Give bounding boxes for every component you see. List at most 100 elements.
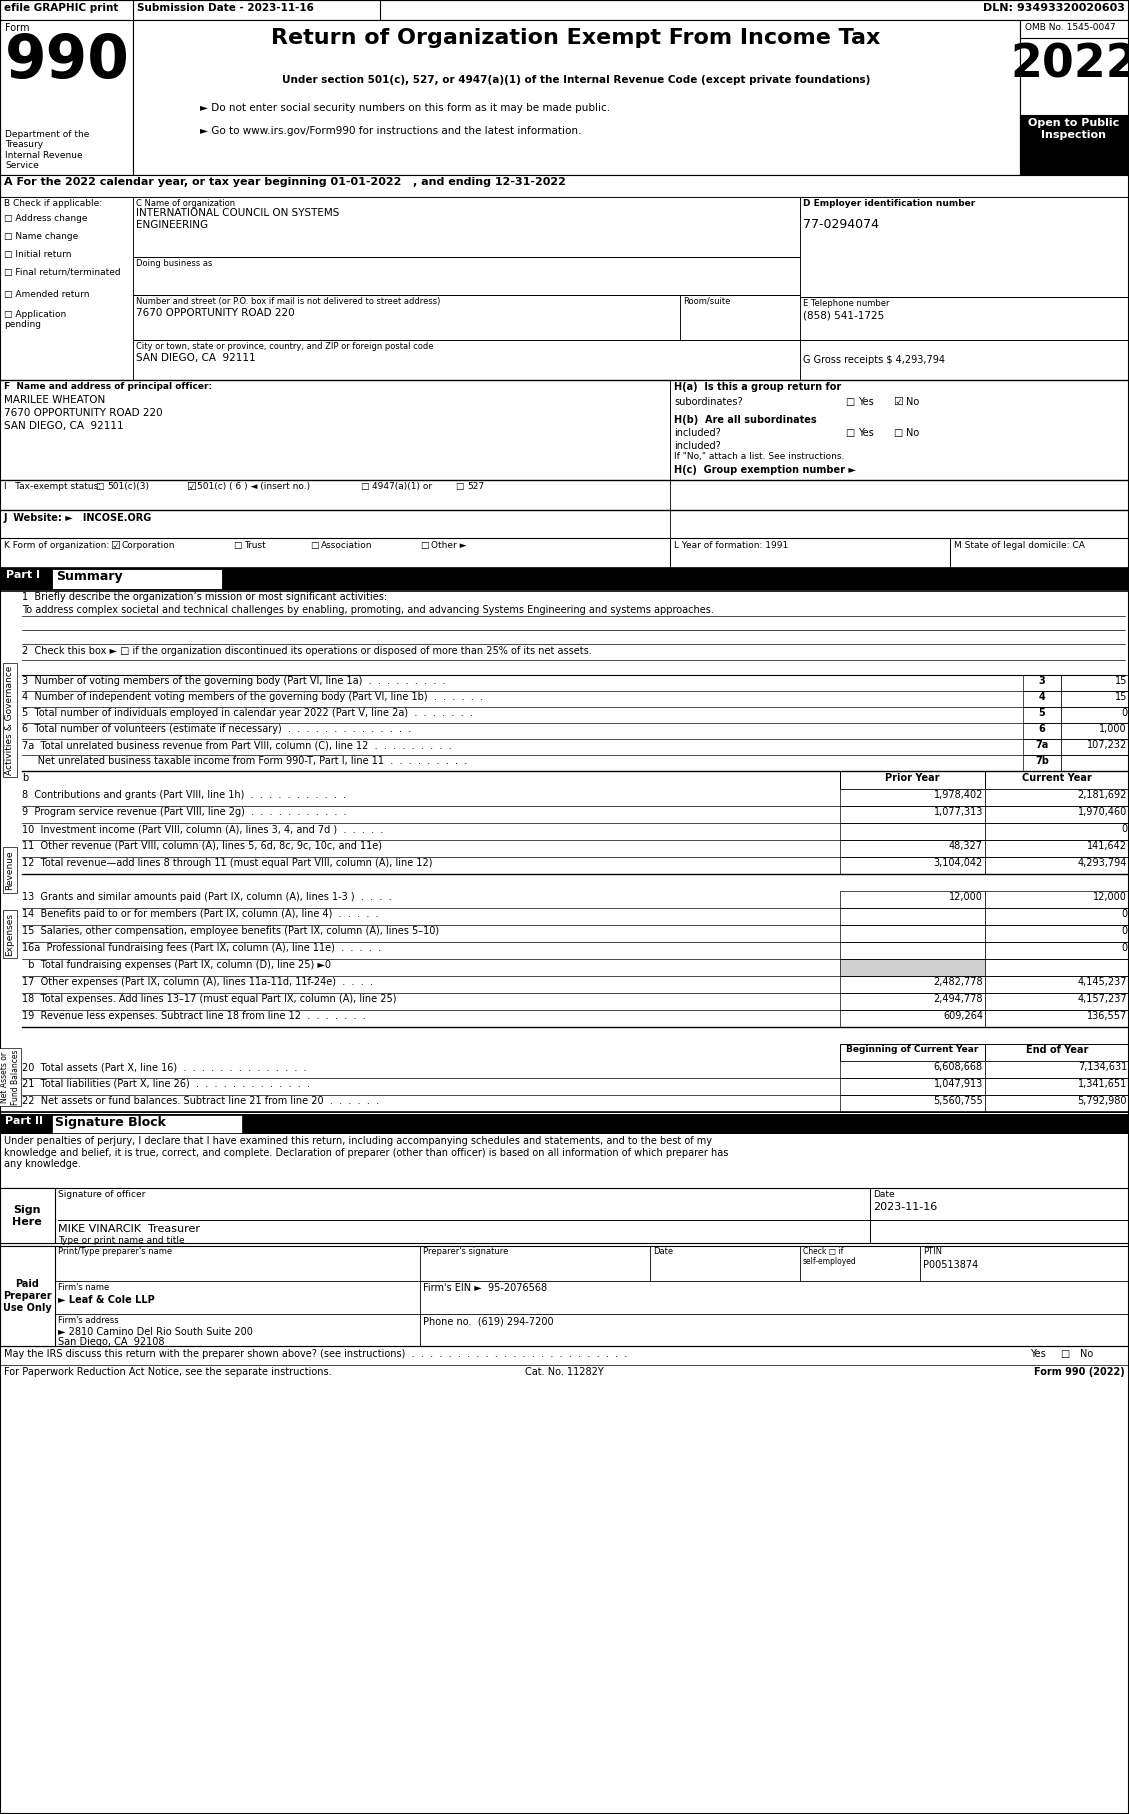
Text: 141,642: 141,642 <box>1087 842 1127 851</box>
Text: Return of Organization Exempt From Income Tax: Return of Organization Exempt From Incom… <box>271 27 881 47</box>
Bar <box>1061 675 1129 691</box>
Bar <box>0 1188 1129 1243</box>
Bar <box>0 1246 55 1346</box>
Text: Firm's name: Firm's name <box>58 1282 110 1292</box>
Text: 4,293,794: 4,293,794 <box>1077 858 1127 869</box>
Bar <box>984 1045 1129 1061</box>
Text: SAN DIEGO, CA  92111: SAN DIEGO, CA 92111 <box>135 354 255 363</box>
Text: ► Go to www.irs.gov/Form990 for instructions and the latest information.: ► Go to www.irs.gov/Form990 for instruct… <box>200 125 581 136</box>
Bar <box>1019 114 1129 174</box>
Text: □: □ <box>455 483 464 492</box>
Text: 19  Revenue less expenses. Subtract line 18 from line 12  .  .  .  .  .  .  .: 19 Revenue less expenses. Subtract line … <box>21 1010 366 1021</box>
Text: 2,482,778: 2,482,778 <box>934 978 983 987</box>
Text: 21  Total liabilities (Part X, line 26)  .  .  .  .  .  .  .  .  .  .  .  .  .: 21 Total liabilities (Part X, line 26) .… <box>21 1079 310 1088</box>
Text: Paid
Preparer
Use Only: Paid Preparer Use Only <box>2 1279 52 1313</box>
Text: Date: Date <box>873 1190 894 1199</box>
Text: 2,181,692: 2,181,692 <box>1077 791 1127 800</box>
Bar <box>0 0 1129 20</box>
Text: 7b: 7b <box>1035 756 1049 766</box>
Text: 3: 3 <box>1039 677 1045 686</box>
Text: 16a  Professional fundraising fees (Part IX, column (A), line 11e)  .  .  .  .  : 16a Professional fundraising fees (Part … <box>21 943 382 952</box>
Text: Firm's EIN ►  95-2076568: Firm's EIN ► 95-2076568 <box>423 1282 548 1293</box>
Text: b: b <box>21 773 28 784</box>
Text: 0: 0 <box>1121 925 1127 936</box>
Bar <box>1061 738 1129 755</box>
Text: Type or print name and title: Type or print name and title <box>58 1235 185 1244</box>
Bar <box>840 925 984 941</box>
Bar <box>1023 675 1061 691</box>
Bar <box>133 296 680 339</box>
Text: 501(c)(3): 501(c)(3) <box>107 483 149 492</box>
Text: Expenses: Expenses <box>6 912 15 956</box>
Text: F  Name and address of principal officer:: F Name and address of principal officer: <box>5 383 212 392</box>
Text: City or town, state or province, country, and ZIP or foreign postal code: City or town, state or province, country… <box>135 343 434 350</box>
Text: 5  Total number of individuals employed in calendar year 2022 (Part V, line 2a) : 5 Total number of individuals employed i… <box>21 707 473 718</box>
Text: ► Do not enter social security numbers on this form as it may be made public.: ► Do not enter social security numbers o… <box>200 103 610 112</box>
Text: D Employer identification number: D Employer identification number <box>803 200 975 209</box>
Text: □: □ <box>233 541 242 550</box>
Bar <box>0 510 669 539</box>
Text: MARILEE WHEATON: MARILEE WHEATON <box>5 395 105 405</box>
Text: Association: Association <box>321 541 373 550</box>
Text: 0: 0 <box>1121 909 1127 920</box>
Bar <box>1023 707 1061 724</box>
Text: DLN: 93493320020603: DLN: 93493320020603 <box>983 4 1124 13</box>
Text: Number and street (or P.O. box if mail is not delivered to street address): Number and street (or P.O. box if mail i… <box>135 297 440 307</box>
Text: H(a)  Is this a group return for: H(a) Is this a group return for <box>674 383 841 392</box>
Bar <box>984 1061 1129 1078</box>
Text: 1,000: 1,000 <box>1100 724 1127 735</box>
Text: included?: included? <box>674 428 720 437</box>
Text: 13  Grants and similar amounts paid (Part IX, column (A), lines 1-3 )  .  .  .  : 13 Grants and similar amounts paid (Part… <box>21 892 392 902</box>
Text: 4,157,237: 4,157,237 <box>1077 994 1127 1003</box>
Text: 1,970,460: 1,970,460 <box>1078 807 1127 816</box>
Bar <box>0 481 669 510</box>
Bar <box>840 1061 984 1078</box>
Text: 1,047,913: 1,047,913 <box>934 1079 983 1088</box>
Text: □: □ <box>893 428 902 437</box>
Text: □: □ <box>420 541 429 550</box>
Bar <box>669 379 1129 481</box>
Text: efile GRAPHIC print: efile GRAPHIC print <box>5 4 119 13</box>
Bar <box>984 941 1129 960</box>
Text: 7a  Total unrelated business revenue from Part VIII, column (C), line 12  .  .  : 7a Total unrelated business revenue from… <box>21 740 452 749</box>
Bar <box>840 891 984 909</box>
Text: Net unrelated business taxable income from Form 990-T, Part I, line 11  .  .  . : Net unrelated business taxable income fr… <box>21 756 467 766</box>
Text: A For the 2022 calendar year, or tax year beginning 01-01-2022   , and ending 12: A For the 2022 calendar year, or tax yea… <box>5 178 566 187</box>
Text: MIKE VINARCIK  Treasurer: MIKE VINARCIK Treasurer <box>58 1224 200 1234</box>
Bar <box>984 856 1129 874</box>
Bar <box>984 1096 1129 1112</box>
Text: No: No <box>905 397 919 406</box>
Text: 0: 0 <box>1121 707 1127 718</box>
Text: 15  Salaries, other compensation, employee benefits (Part IX, column (A), lines : 15 Salaries, other compensation, employe… <box>21 925 439 936</box>
Text: 12,000: 12,000 <box>949 892 983 902</box>
Text: included?: included? <box>674 441 720 452</box>
Text: Activities & Governance: Activities & Governance <box>6 666 15 775</box>
Bar <box>840 771 984 789</box>
Bar <box>52 1116 242 1134</box>
Text: May the IRS discuss this return with the preparer shown above? (see instructions: May the IRS discuss this return with the… <box>5 1350 628 1359</box>
Bar <box>984 1078 1129 1096</box>
Bar <box>800 297 1129 339</box>
Text: No: No <box>905 428 919 437</box>
Bar <box>1061 691 1129 707</box>
Bar <box>984 925 1129 941</box>
Text: Cat. No. 11282Y: Cat. No. 11282Y <box>525 1368 603 1377</box>
Text: Date: Date <box>653 1246 673 1255</box>
Bar <box>984 789 1129 805</box>
Text: 501(c) ( 6 ) ◄ (insert no.): 501(c) ( 6 ) ◄ (insert no.) <box>196 483 310 492</box>
Bar <box>1019 20 1129 174</box>
Text: Department of the
Treasury
Internal Revenue
Service: Department of the Treasury Internal Reve… <box>5 131 89 171</box>
Text: Corporation: Corporation <box>121 541 175 550</box>
Text: □: □ <box>844 428 855 437</box>
Text: 20  Total assets (Part X, line 16)  .  .  .  .  .  .  .  .  .  .  .  .  .  .: 20 Total assets (Part X, line 16) . . . … <box>21 1061 307 1072</box>
Bar <box>984 909 1129 925</box>
Text: 7,134,631: 7,134,631 <box>1078 1061 1127 1072</box>
Bar <box>0 174 1129 198</box>
Text: ENGINEERING: ENGINEERING <box>135 219 208 230</box>
Bar <box>840 840 984 856</box>
Text: To address complex societal and technical challenges by enabling, promoting, and: To address complex societal and technica… <box>21 606 714 615</box>
Bar <box>1023 691 1061 707</box>
Bar <box>840 1078 984 1096</box>
Bar <box>840 789 984 805</box>
Bar <box>840 909 984 925</box>
